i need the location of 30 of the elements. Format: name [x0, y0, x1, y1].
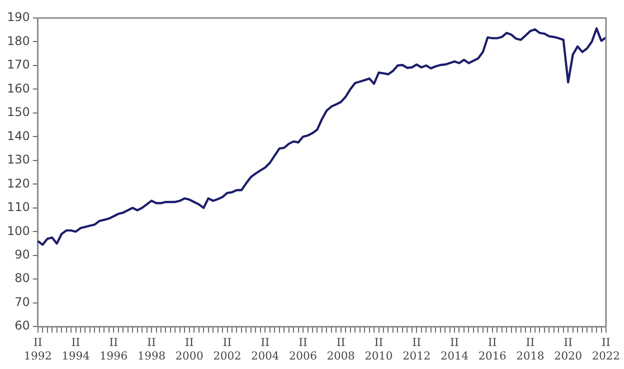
y-tick-label: 100	[7, 224, 30, 238]
x-tick-label: II 2020	[554, 336, 582, 362]
y-tick-label: 90	[14, 248, 30, 262]
x-tick-label: II 2022	[592, 336, 620, 362]
x-tick-label: II 2018	[516, 336, 544, 362]
y-tick-label: 70	[14, 294, 30, 309]
y-tick-label: 180	[7, 34, 30, 48]
y-tick-label: 130	[7, 152, 30, 167]
y-tick-label: 190	[7, 10, 30, 24]
x-tick-label: II 2008	[326, 336, 355, 362]
y-tick-label: 150	[7, 105, 30, 120]
y-tick-label: 110	[7, 200, 30, 214]
x-tick-label: II 2016	[478, 336, 506, 362]
x-tick-label: II 2006	[289, 336, 318, 362]
x-tick-label: II 2004	[251, 336, 280, 362]
y-tick-label: 140	[7, 128, 30, 143]
x-tick-label: II 1992	[24, 336, 52, 362]
y-tick-label: 160	[7, 81, 30, 96]
y-tick-label: 170	[7, 58, 30, 72]
x-tick-label: II 2012	[402, 336, 431, 362]
x-tick-label: II 1994	[62, 336, 90, 362]
x-tick-label: II 2010	[364, 336, 393, 362]
x-tick-label: II 2014	[440, 336, 469, 362]
y-tick-label: 60	[14, 318, 30, 333]
x-tick-label: II 2002	[213, 336, 242, 362]
x-tick-label: II 1996	[100, 336, 128, 362]
x-tick-label: II 1998	[138, 336, 166, 362]
x-tick-label: II 2000	[175, 336, 204, 362]
y-tick-label: 120	[7, 176, 30, 190]
y-tick-label: 80	[14, 271, 30, 286]
